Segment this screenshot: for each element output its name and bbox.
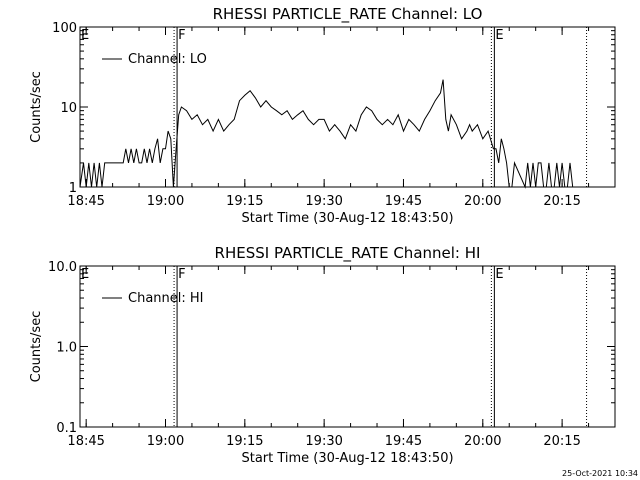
x-tick-label: 19:45 (385, 434, 422, 449)
region-marker-label: F (178, 28, 185, 43)
region-marker-label: F (178, 267, 185, 282)
region-marker-label: E (495, 267, 503, 282)
panel-1: RHESSI PARTICLE_RATE Channel: LO 18:45 19:… (29, 5, 616, 226)
x-tick-label: 19:30 (305, 434, 342, 449)
x-tick-label: 19:00 (147, 194, 184, 209)
footer-datestamp: 25-Oct-2021 10:34 (562, 469, 638, 478)
x-tick-label: 18:45 (67, 194, 104, 209)
region-marker-label: E (81, 28, 89, 43)
chart-title: RHESSI PARTICLE_RATE Channel: LO (213, 5, 483, 24)
series-line (79, 79, 574, 189)
x-tick-label: 18:45 (67, 434, 104, 449)
x-tick-label: 19:00 (147, 434, 184, 449)
y-tick-label: 10.0 (48, 260, 77, 275)
y-axis-label: Counts/sec (29, 71, 44, 143)
plot-frame (79, 26, 616, 188)
region-marker-label: E (495, 28, 503, 43)
x-tick-label: 20:15 (543, 194, 580, 209)
y-tick-label: 1 (69, 181, 77, 196)
y-tick-label: 0.1 (56, 421, 77, 436)
chart-title: RHESSI PARTICLE_RATE Channel: HI (215, 244, 481, 263)
panel-2: RHESSI PARTICLE_RATE Channel: HI 18:45 19:… (29, 244, 616, 466)
x-axis-label: Start Time (30-Aug-12 18:43:50) (241, 211, 453, 226)
x-tick-label: 20:00 (464, 194, 501, 209)
x-tick-label: 19:15 (226, 434, 263, 449)
x-tick-label: 20:15 (543, 434, 580, 449)
legend-label: Channel: HI (128, 291, 204, 306)
region-marker-label: E (81, 267, 89, 282)
x-tick-label: 19:15 (226, 194, 263, 209)
y-axis-label: Counts/sec (29, 311, 44, 383)
y-tick-label: 100 (52, 21, 77, 36)
y-tick-label: 1.0 (56, 341, 77, 356)
x-axis-label: Start Time (30-Aug-12 18:43:50) (241, 451, 453, 466)
x-tick-label: 19:30 (305, 194, 342, 209)
y-tick-label: 10 (60, 101, 77, 116)
legend-label: Channel: LO (128, 52, 207, 67)
x-tick-label: 20:00 (464, 434, 501, 449)
x-tick-label: 19:45 (385, 194, 422, 209)
